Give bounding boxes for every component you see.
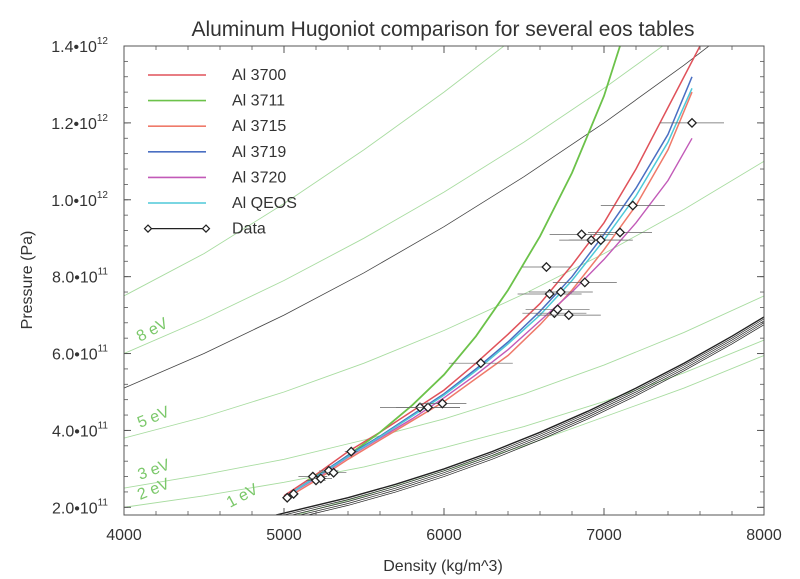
legend-label: Data: [232, 221, 266, 238]
y-tick-mantissa: 2.0•10: [52, 500, 98, 517]
isotherm-curve: [124, 295, 764, 489]
isotherm-label: 5 eV: [135, 403, 172, 431]
y-tick-label: 1.0•1012: [51, 190, 108, 210]
legend-item: Al 3711: [148, 93, 285, 110]
data-point: [555, 286, 566, 298]
data-point: [563, 309, 574, 321]
x-tick-label: 5000: [266, 527, 302, 544]
data-point: [346, 446, 357, 457]
legend-item: Al QEOS: [148, 195, 297, 212]
isotherm-curve: [124, 46, 505, 297]
legend-item: Data: [143, 221, 266, 238]
data-point: [686, 117, 698, 129]
cold-curve: [275, 316, 764, 515]
y-tick-mantissa: 1.4•10: [51, 39, 97, 56]
x-tick-label: 6000: [426, 527, 462, 544]
y-tick-label: 1.4•1012: [51, 36, 108, 56]
y-tick-label: 4.0•1011: [52, 420, 108, 440]
legend-item: Al 3719: [148, 144, 286, 161]
data-point: [328, 467, 339, 478]
legend-label: Al 3715: [232, 118, 286, 135]
legend-item: Al 3720: [148, 169, 286, 186]
y-tick-mantissa: 1.0•10: [51, 193, 97, 210]
data-point: [288, 488, 299, 499]
legend-marker: [201, 224, 211, 233]
y-tick-label: 2.0•1011: [52, 497, 108, 517]
series-line: [283, 76, 693, 499]
data-point: [315, 473, 326, 484]
data-point: [595, 235, 606, 246]
isotherm-curve: [124, 46, 664, 354]
cold-curve: [307, 324, 764, 515]
y-tick-exponent: 11: [98, 267, 109, 278]
y-tick-exponent: 11: [98, 344, 109, 355]
legend-item: Al 3700: [148, 67, 286, 84]
y-tick-label: 6.0•1011: [52, 344, 108, 364]
x-tick-label: 7000: [586, 527, 622, 544]
y-tick-exponent: 12: [97, 36, 109, 47]
legend-marker: [143, 224, 153, 233]
legend-label: Al QEOS: [232, 195, 297, 212]
axes: 4000 5000 6000 7000 80002.0•10114.0•10116.0•…: [51, 36, 782, 544]
data-point: [579, 277, 590, 288]
y-tick-exponent: 11: [98, 420, 109, 431]
cold-curve: [283, 318, 764, 515]
y-tick-exponent: 11: [98, 497, 109, 508]
data-point: [422, 402, 434, 413]
y-tick-mantissa: 6.0•10: [52, 347, 98, 364]
y-tick-label: 8.0•1011: [52, 267, 108, 287]
data-point: [576, 229, 587, 240]
isotherm-label: 1 eV: [224, 481, 261, 512]
legend-label: Al 3700: [232, 67, 286, 84]
legend-label: Al 3719: [232, 144, 286, 161]
data-point: [627, 200, 638, 211]
reference-curve: [124, 46, 710, 389]
data-point: [437, 398, 448, 409]
isotherm-curve: [124, 160, 764, 439]
data-point: [475, 358, 486, 369]
series-line: [283, 91, 693, 501]
y-tick-exponent: 12: [97, 190, 109, 201]
legend: Al 3700 Al 3711 Al 3715 Al 3719 Al 3720 Al QE…: [143, 67, 297, 238]
cold-curve: [291, 320, 764, 515]
data-point: [614, 227, 626, 238]
y-tick-mantissa: 8.0•10: [52, 270, 98, 287]
isotherm-curve: [124, 339, 764, 508]
y-tick-label: 1.2•1012: [51, 113, 108, 133]
y-axis-title: Pressure (Pa): [19, 231, 36, 330]
x-tick-label: 4000: [106, 527, 142, 544]
plot-frame: [123, 45, 765, 516]
plot-area: [124, 46, 764, 515]
x-axis-title: Density (kg/m^3): [383, 558, 503, 575]
legend-label: Al 3711: [232, 93, 285, 110]
data-point: [552, 304, 563, 315]
y-tick-mantissa: 4.0•10: [52, 423, 98, 440]
legend-label: Al 3720: [232, 169, 286, 186]
y-tick-exponent: 12: [97, 113, 109, 124]
series-line: [283, 46, 701, 497]
x-tick-label: 8000: [746, 527, 782, 544]
data-point: [282, 492, 293, 503]
cold-curve: [299, 322, 764, 515]
legend-item: Al 3715: [148, 118, 286, 135]
chart-title: Aluminum Hugoniot comparison for several…: [191, 18, 694, 41]
y-tick-mantissa: 1.2•10: [51, 116, 97, 133]
data-point: [541, 261, 552, 273]
